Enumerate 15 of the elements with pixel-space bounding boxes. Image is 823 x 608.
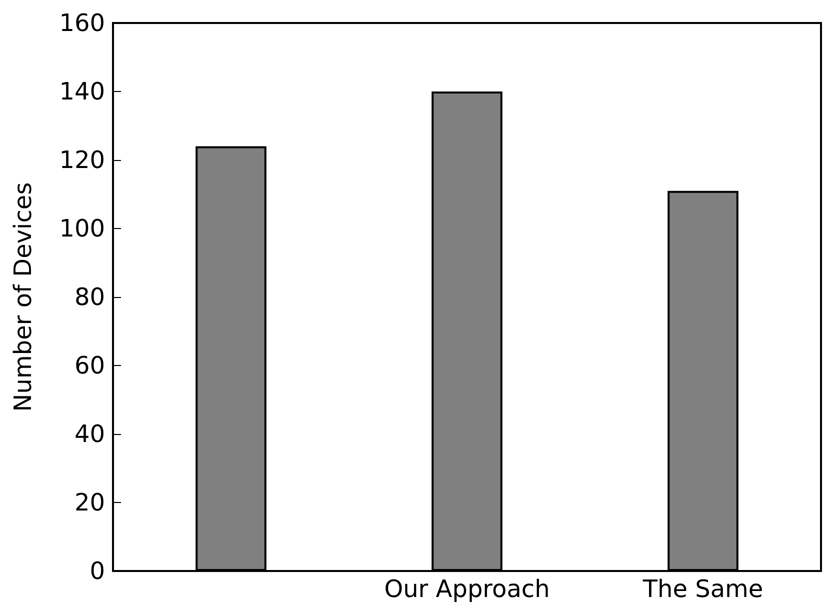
bar	[196, 146, 266, 571]
x-tick-label: The Same	[642, 575, 764, 603]
bar	[432, 92, 502, 571]
y-tick-label: 20	[74, 488, 105, 516]
y-tick-label: 60	[74, 352, 105, 380]
y-axis-title: Number of Devices	[9, 182, 37, 412]
x-tick-label: Our Approach	[384, 575, 550, 603]
y-tick-label: 80	[74, 283, 105, 311]
y-tick-label: 0	[90, 557, 105, 585]
y-tick-label: 120	[59, 146, 105, 174]
y-tick-label: 140	[59, 78, 105, 106]
y-tick-label: 40	[74, 420, 105, 448]
bar	[668, 190, 738, 571]
y-tick-label: 160	[59, 9, 105, 37]
y-tick-label: 100	[59, 214, 105, 242]
